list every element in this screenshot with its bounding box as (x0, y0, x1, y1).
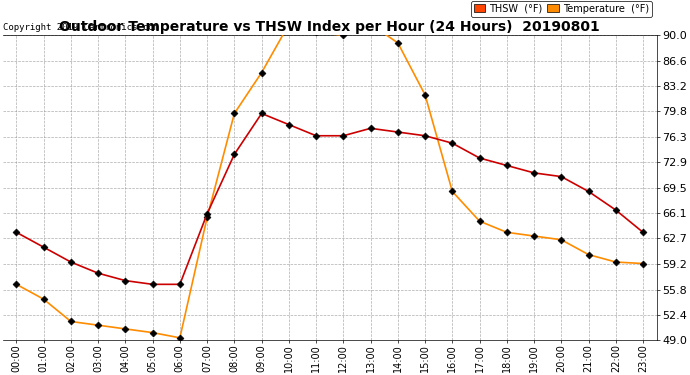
Legend: THSW  (°F), Temperature  (°F): THSW (°F), Temperature (°F) (471, 1, 652, 16)
Text: Copyright 2019 Cartronics.com: Copyright 2019 Cartronics.com (3, 23, 159, 32)
Title: Outdoor Temperature vs THSW Index per Hour (24 Hours)  20190801: Outdoor Temperature vs THSW Index per Ho… (59, 20, 600, 34)
